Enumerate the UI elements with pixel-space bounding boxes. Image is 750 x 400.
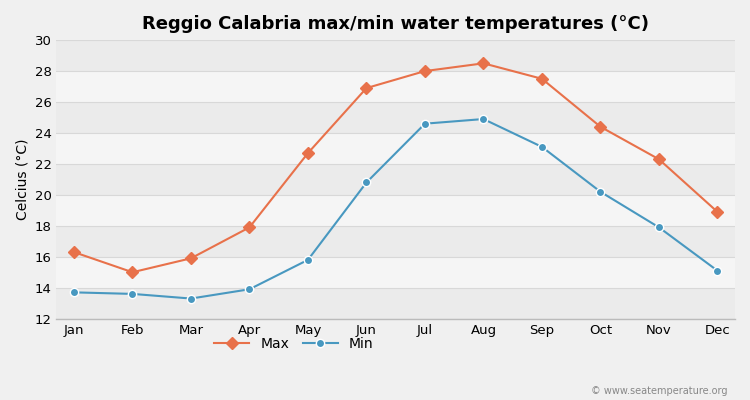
- Bar: [56, 288, 735, 319]
- Bar: [56, 40, 735, 71]
- Text: © www.seatemperature.org: © www.seatemperature.org: [591, 386, 728, 396]
- Bar: [56, 133, 735, 164]
- Bar: [56, 164, 735, 195]
- Legend: Max, Min: Max, Min: [209, 331, 379, 356]
- Bar: [56, 71, 735, 102]
- Bar: [56, 257, 735, 288]
- Bar: [56, 195, 735, 226]
- Bar: [56, 102, 735, 133]
- Title: Reggio Calabria max/min water temperatures (°C): Reggio Calabria max/min water temperatur…: [142, 15, 650, 33]
- Bar: [56, 226, 735, 257]
- Y-axis label: Celcius (°C): Celcius (°C): [15, 139, 29, 220]
